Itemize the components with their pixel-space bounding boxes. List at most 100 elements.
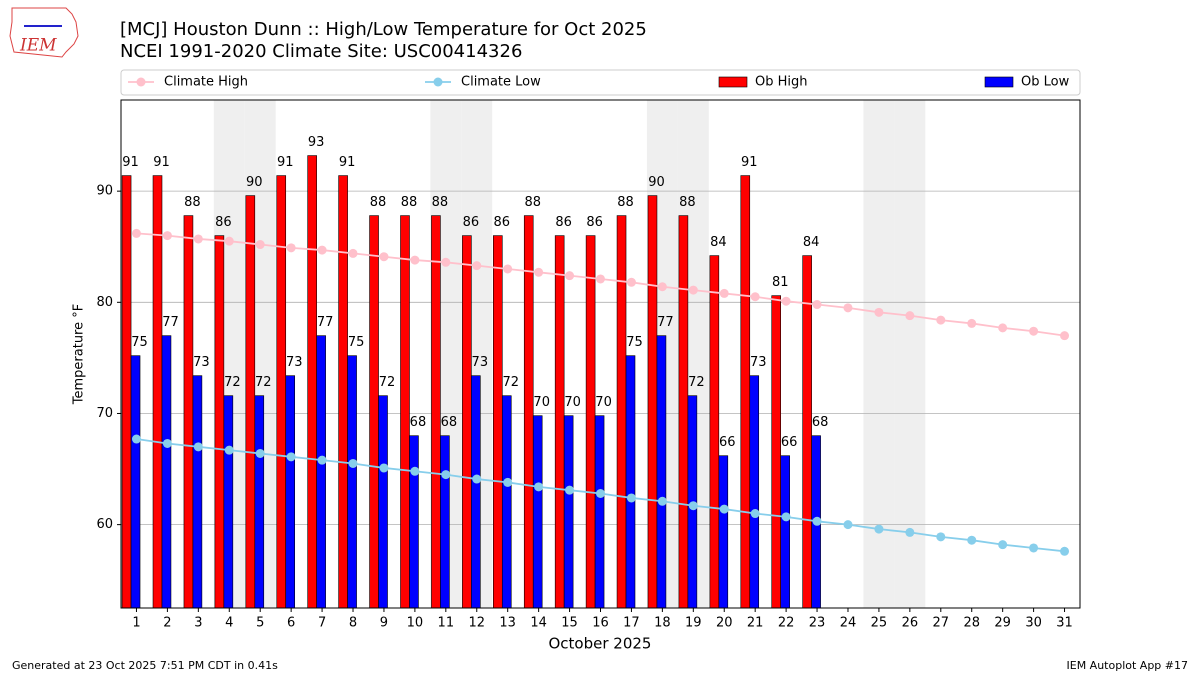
point [688, 501, 698, 511]
logo-text: IEM [19, 36, 57, 56]
point [255, 448, 265, 458]
point [472, 474, 482, 484]
point [626, 493, 636, 503]
bar [471, 375, 481, 609]
point [162, 231, 172, 241]
data-label: 88 [370, 195, 387, 210]
data-label: 91 [339, 155, 356, 170]
legend-marker [433, 77, 443, 87]
data-label: 88 [401, 195, 418, 210]
bar [121, 175, 132, 609]
bar [656, 335, 667, 609]
point [534, 267, 544, 277]
point [224, 236, 234, 246]
x-tick-label: 30 [1025, 616, 1042, 631]
bar [532, 415, 543, 609]
point [286, 243, 296, 253]
legend-swatch [984, 76, 1014, 88]
data-label: 70 [533, 395, 550, 410]
bar [501, 395, 512, 609]
point [193, 442, 203, 452]
bar [771, 295, 781, 609]
data-label: 91 [741, 155, 758, 170]
point [317, 455, 327, 465]
x-tick-label: 19 [685, 616, 702, 631]
bar [214, 235, 225, 609]
bar [440, 435, 450, 609]
point [348, 248, 358, 258]
bar [161, 335, 172, 609]
point [565, 485, 575, 495]
point [626, 277, 636, 287]
y-tick-label: 70 [96, 406, 113, 421]
bar [431, 215, 441, 609]
x-tick-label: 23 [809, 616, 826, 631]
data-label: 72 [255, 375, 272, 390]
point [781, 296, 791, 306]
x-tick-label: 22 [778, 616, 795, 631]
x-tick-label: 20 [716, 616, 733, 631]
point [503, 264, 513, 274]
point [193, 234, 203, 244]
bar [254, 395, 265, 609]
point [1060, 331, 1070, 341]
legend-label: Climate Low [461, 75, 541, 90]
point [255, 240, 265, 250]
bar [523, 215, 534, 609]
bar [594, 415, 605, 609]
point [967, 535, 977, 545]
logo: IEM [9, 7, 79, 58]
data-label: 91 [153, 155, 170, 170]
bar [245, 195, 256, 609]
point [657, 282, 667, 292]
x-tick-label: 4 [225, 616, 233, 631]
bar [409, 435, 419, 609]
point [596, 274, 605, 284]
x-tick-label: 12 [468, 616, 485, 631]
x-tick-label: 25 [871, 616, 888, 631]
bar [718, 455, 729, 609]
x-tick-label: 21 [747, 616, 764, 631]
bar [780, 455, 790, 609]
bar [585, 235, 596, 609]
point [812, 300, 822, 310]
point [503, 477, 513, 487]
data-label: 86 [494, 215, 511, 230]
legend-label: Ob High [755, 75, 808, 90]
point [967, 318, 977, 328]
data-label: 91 [277, 155, 294, 170]
x-tick-label: 27 [933, 616, 950, 631]
bar [347, 355, 357, 609]
bar [493, 235, 503, 609]
bar [647, 195, 658, 609]
legend-box [120, 69, 1081, 96]
data-label: 77 [162, 315, 179, 330]
point [657, 496, 667, 506]
point [286, 452, 296, 462]
point [596, 489, 605, 499]
x-tick-label: 10 [407, 616, 424, 631]
x-tick-label: 1 [132, 616, 140, 631]
data-label: 72 [502, 375, 519, 390]
point [719, 504, 729, 514]
point [688, 285, 698, 295]
point [410, 466, 420, 476]
bar [740, 175, 751, 609]
data-label: 88 [617, 195, 634, 210]
y-tick-label: 90 [96, 184, 113, 199]
x-tick-label: 31 [1056, 616, 1073, 631]
point [812, 516, 822, 526]
x-tick-label: 6 [287, 616, 295, 631]
point [162, 438, 172, 448]
point [348, 458, 358, 468]
footer-right: IEM Autoplot App #17 [1067, 659, 1189, 672]
data-label: 73 [750, 355, 767, 370]
point [936, 532, 946, 542]
bar [130, 355, 141, 609]
bar [678, 215, 689, 609]
x-tick-label: 28 [963, 616, 980, 631]
bar [400, 215, 410, 609]
x-tick-label: 3 [194, 616, 202, 631]
